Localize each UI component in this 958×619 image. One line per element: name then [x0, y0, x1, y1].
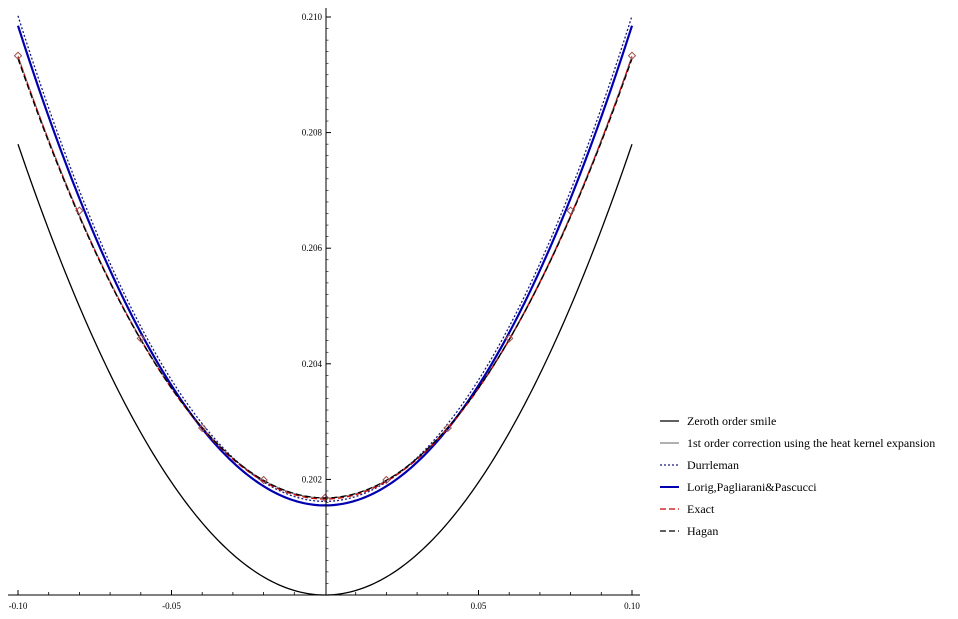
series-line-3	[16, 25, 634, 507]
series-line-2	[17, 15, 633, 503]
y-tick-label: 0.202	[302, 474, 322, 484]
series-line-0	[17, 143, 633, 596]
markers-layer	[13, 51, 637, 503]
legend-label: Exact	[687, 502, 715, 516]
data-marker	[75, 206, 84, 215]
legend-label: 1st order correction using the heat kern…	[687, 436, 935, 450]
series-line-5	[17, 58, 633, 499]
legend-label: Zeroth order smile	[687, 414, 776, 428]
legend-label: Lorig,Pagliarani&Pascucci	[687, 480, 817, 494]
legend-label: Hagan	[687, 524, 718, 538]
y-tick-label: 0.204	[302, 359, 323, 369]
y-tick-label: 0.206	[302, 243, 323, 253]
axes-layer: -0.10 -0.05 0.05 0.10 0.202 0.204 0.206 0.208 0.…	[8, 8, 640, 611]
legend-label: Durrleman	[687, 458, 739, 472]
curves-layer	[16, 15, 634, 596]
data-marker	[627, 51, 637, 60]
x-tick-label: 0.10	[624, 601, 640, 611]
data-marker	[197, 423, 207, 433]
legend: Zeroth order smile 1st order correction u…	[660, 414, 935, 538]
data-marker	[566, 206, 575, 215]
data-marker	[504, 334, 514, 343]
x-tick-label: 0.05	[471, 601, 487, 611]
data-marker	[382, 475, 391, 485]
data-marker	[13, 51, 23, 60]
data-marker	[443, 423, 453, 433]
x-tick-label: -0.10	[9, 601, 28, 611]
data-marker	[259, 475, 268, 485]
data-marker	[136, 334, 146, 343]
y-tick-label: 0.208	[302, 128, 323, 138]
y-tick-label: 0.210	[302, 12, 323, 22]
series-line-1	[17, 55, 633, 499]
series-line-4	[17, 56, 633, 500]
x-tick-label: -0.05	[162, 601, 181, 611]
data-marker	[320, 493, 330, 503]
